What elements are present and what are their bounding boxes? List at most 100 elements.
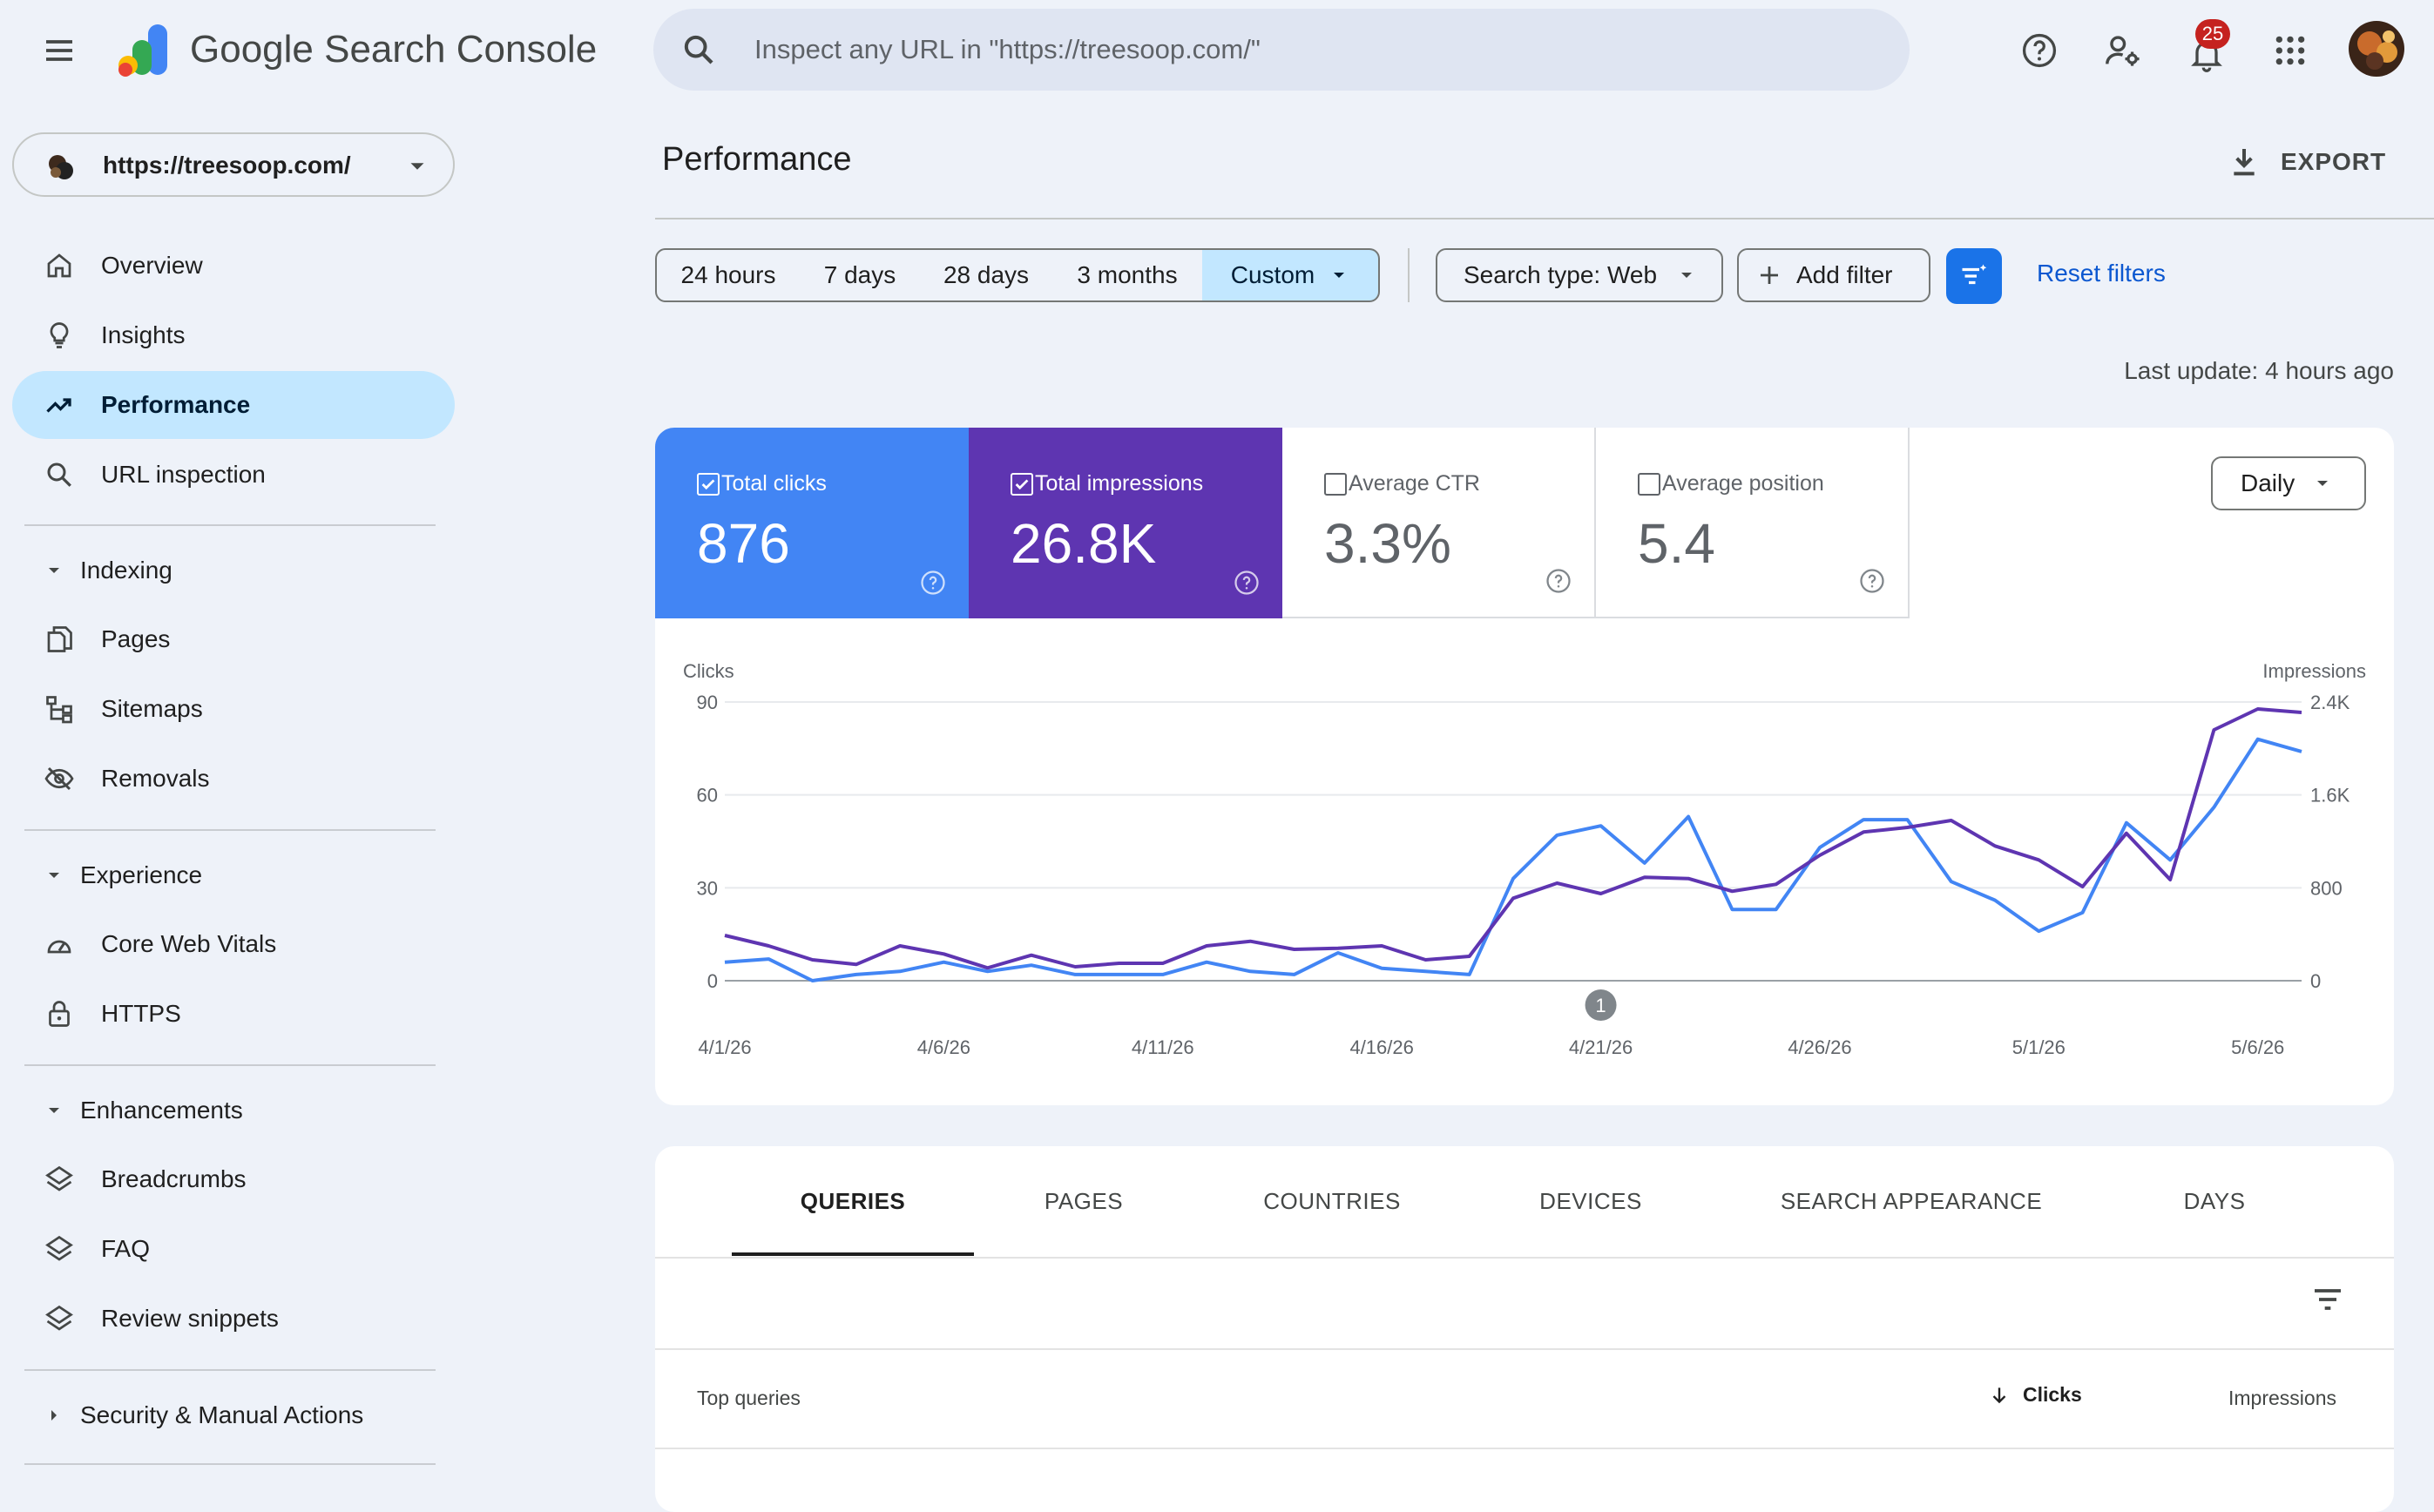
page-title: Performance — [662, 141, 852, 178]
granularity-label: Daily — [2241, 469, 2295, 496]
tab-countries[interactable]: COUNTRIES — [1263, 1187, 1401, 1214]
tabs-divider — [655, 1257, 2394, 1259]
sidebar-item-removals[interactable]: Removals — [12, 745, 455, 813]
range-7-days[interactable]: 7 days — [800, 248, 922, 302]
sidebar-divider — [24, 524, 436, 526]
help-icon[interactable] — [1234, 570, 1260, 596]
help-icon[interactable] — [1859, 568, 1885, 594]
sidebar-item-faq[interactable]: FAQ — [12, 1215, 455, 1283]
left-tick-label: 60 — [697, 785, 718, 807]
sidebar-item-insights[interactable]: Insights — [12, 301, 455, 369]
speed-gauge-icon — [44, 928, 75, 960]
metric-average-position[interactable]: Average position 5.4 — [1596, 428, 1910, 618]
tab-devices[interactable]: DEVICES — [1539, 1187, 1642, 1214]
range-label: 3 months — [1077, 261, 1178, 288]
metric-total-clicks[interactable]: Total clicks 876 — [655, 428, 969, 618]
metric-value: 5.4 — [1638, 512, 1715, 575]
search-type-dropdown[interactable]: Search type: Web — [1436, 248, 1723, 302]
sidebar-item-label: Sitemaps — [101, 695, 203, 722]
tab-queries[interactable]: QUERIES — [800, 1187, 906, 1214]
range-28-days[interactable]: 28 days — [920, 248, 1054, 302]
search-placeholder[interactable]: Inspect any URL in "https://treesoop.com… — [754, 34, 1261, 64]
reset-filters-link[interactable]: Reset filters — [2037, 260, 2166, 287]
report-table-card — [655, 1146, 2394, 1512]
sidebar-item-performance[interactable]: Performance — [12, 371, 455, 439]
sidebar-item-review-snippets[interactable]: Review snippets — [12, 1285, 455, 1353]
right-tick-label: 0 — [2310, 970, 2321, 992]
search-icon[interactable] — [681, 32, 716, 67]
col-clicks-label: Clicks — [2023, 1383, 2082, 1406]
add-filter-button[interactable]: Add filter — [1737, 248, 1930, 302]
main-menu-icon[interactable] — [35, 26, 84, 75]
metric-value: 876 — [697, 512, 790, 575]
apps-grid-icon[interactable] — [2268, 26, 2312, 75]
sidebar-item-label: FAQ — [101, 1235, 151, 1262]
sidebar-item-pages[interactable]: Pages — [12, 605, 455, 673]
granularity-dropdown[interactable]: Daily — [2211, 456, 2366, 510]
manage-users-icon[interactable] — [2101, 26, 2145, 75]
help-icon[interactable] — [1545, 568, 1572, 594]
range-label: 7 days — [823, 261, 896, 288]
sidebar-item-url-inspection[interactable]: URL inspection — [12, 441, 455, 509]
tab-days[interactable]: DAYS — [2183, 1187, 2246, 1214]
x-tick-label: 5/1/26 — [2012, 1036, 2066, 1058]
metric-average-ctr[interactable]: Average CTR 3.3% — [1282, 428, 1596, 618]
range-label: 28 days — [943, 261, 1030, 288]
col-impressions-header[interactable]: Impressions — [2228, 1387, 2336, 1409]
col-clicks-header[interactable]: Clicks — [1988, 1383, 2082, 1407]
checkbox-empty-icon — [1638, 473, 1660, 496]
right-axis-label: Impressions — [2262, 660, 2366, 682]
metric-label: Total clicks — [721, 471, 827, 496]
metric-value: 26.8K — [1011, 512, 1157, 575]
series-line-impressions — [724, 707, 2302, 970]
sidebar-item-breadcrumbs[interactable]: Breadcrumbs — [12, 1145, 455, 1213]
active-tab-indicator — [732, 1252, 974, 1256]
range-label: Custom — [1230, 261, 1315, 288]
sidebar-item-https[interactable]: HTTPS — [12, 980, 455, 1048]
performance-line-chart[interactable]: Clicks Impressions 90 2.4K 60 1.6K 30 800 0 0 4/1/… — [655, 645, 2394, 1080]
export-label: EXPORT — [2281, 148, 2387, 175]
tab-search-appearance[interactable]: SEARCH APPEARANCE — [1780, 1187, 2043, 1214]
right-tick-label: 800 — [2310, 877, 2343, 899]
export-button[interactable]: EXPORT — [2227, 145, 2386, 179]
pages-icon — [44, 624, 75, 655]
sidebar-item-overview[interactable]: Overview — [12, 232, 455, 300]
sidebar-item-core-web-vitals[interactable]: Core Web Vitals — [12, 910, 455, 978]
sidebar-item-label: Insights — [101, 321, 186, 348]
checkbox-empty-icon — [1324, 473, 1347, 496]
sidebar-item-sitemaps[interactable]: Sitemaps — [12, 675, 455, 743]
url-inspect-searchbar[interactable]: Inspect any URL in "https://treesoop.com… — [653, 9, 1910, 91]
left-axis-label: Clicks — [683, 660, 734, 682]
metric-label: Average position — [1662, 471, 1824, 496]
help-icon[interactable] — [2018, 26, 2061, 75]
sitemap-icon — [44, 693, 75, 725]
left-tick-label: 0 — [707, 970, 718, 992]
help-icon[interactable] — [920, 570, 946, 596]
last-update-text: Last update: 4 hours ago — [2124, 357, 2394, 384]
right-tick-label: 2.4K — [2310, 692, 2350, 713]
search-console-logo[interactable] — [113, 24, 174, 78]
table-header-divider — [655, 1448, 2394, 1449]
filter-rows-icon[interactable] — [2310, 1282, 2345, 1317]
advanced-filter-button[interactable] — [1946, 248, 2002, 304]
range-custom[interactable]: Custom — [1202, 248, 1380, 302]
property-selector[interactable]: https://treesoop.com/ — [12, 132, 455, 197]
annotation-marker — [1585, 989, 1617, 1021]
tab-pages[interactable]: PAGES — [1044, 1187, 1124, 1214]
add-filter-label: Add filter — [1796, 261, 1893, 288]
sidebar-item-label: HTTPS — [101, 1000, 181, 1027]
range-24-hours[interactable]: 24 hours — [655, 248, 801, 302]
metric-total-impressions[interactable]: Total impressions 26.8K — [969, 428, 1282, 618]
sidebar-divider — [24, 1064, 436, 1066]
notification-badge: 25 — [2195, 19, 2230, 49]
sidebar-item-label: Core Web Vitals — [101, 930, 277, 957]
range-3-months[interactable]: 3 months — [1052, 248, 1204, 302]
account-avatar[interactable] — [2349, 21, 2404, 77]
checkbox-checked-icon — [1011, 473, 1033, 496]
section-label: Experience — [80, 861, 203, 888]
left-tick-label: 90 — [697, 692, 718, 713]
trending-up-icon — [44, 389, 75, 421]
sidebar-item-label: Breadcrumbs — [101, 1165, 247, 1192]
x-tick-label: 4/1/26 — [698, 1036, 751, 1058]
caret-down-icon — [44, 1100, 64, 1121]
